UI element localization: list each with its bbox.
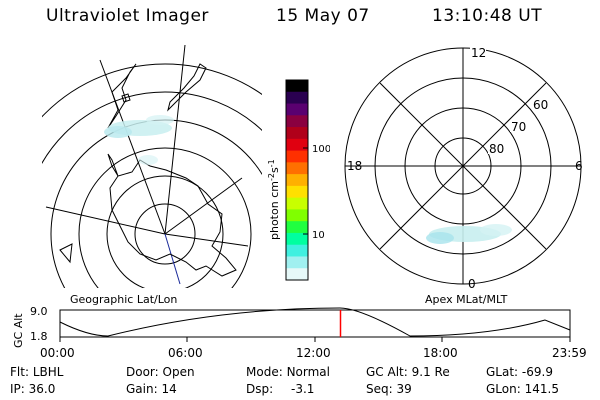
- colorbar-swatch: [286, 209, 308, 222]
- lon-line: [164, 233, 249, 247]
- glat-field: GLat: -69.9: [486, 365, 553, 379]
- dsp-field: Dsp: -3.1: [246, 382, 315, 396]
- time-label: 13:10:48 UT: [432, 6, 543, 26]
- colorbar-tick-100: 100: [312, 144, 330, 155]
- instrument-title: Ultraviolet Imager: [46, 6, 209, 26]
- colorbar-swatch: [286, 91, 308, 105]
- timeline-ymax: 9.0: [30, 305, 48, 318]
- coastline: [121, 93, 131, 103]
- colorbar-swatch: [286, 268, 308, 281]
- glon-field: GLon: 141.5: [486, 382, 559, 396]
- colorbar-swatch: [286, 138, 308, 152]
- colorbar-swatch: [286, 174, 308, 187]
- colorbar-swatch: [286, 221, 308, 234]
- timeline-tick-label: 12:00: [296, 346, 331, 360]
- geographic-caption: Geographic Lat/Lon: [70, 293, 178, 306]
- lon-line: [164, 177, 243, 235]
- colorbar-swatch: [286, 197, 308, 211]
- colorbar-swatch: [286, 162, 308, 175]
- aurora-patch: [104, 115, 174, 165]
- gcalt-field: GC Alt: 9.1 Re: [366, 365, 450, 379]
- polar-diagonal: [379, 82, 547, 250]
- lat-circle: [42, 63, 262, 118]
- mlat-80-label: 80: [489, 142, 504, 156]
- colorbar-swatch: [286, 80, 308, 93]
- mlt-0-label: 0: [468, 277, 476, 291]
- mlt-18-label: 18: [347, 159, 362, 173]
- lat-circle: [106, 175, 224, 288]
- colorbar: 100 10 photon cm-2s-1: [267, 79, 330, 281]
- apex-caption: Apex MLat/MLT: [425, 293, 508, 306]
- colorbar-frame: [285, 79, 309, 281]
- coastline: [107, 153, 119, 177]
- colorbar-swatch: [286, 244, 308, 258]
- gain-field: Gain: 14: [126, 382, 177, 396]
- antarctica-coastline: [109, 159, 237, 277]
- coastline: [167, 63, 207, 112]
- timeline-tick-label: 23:59: [552, 346, 587, 360]
- mlat-70-label: 70: [511, 120, 526, 134]
- colorbar-unit: photon cm-2s-1: [267, 159, 281, 240]
- coastline: [107, 63, 137, 129]
- flt-field: Flt: LBHL: [10, 365, 64, 379]
- ip-field: IP: 36.0: [10, 382, 56, 396]
- timeline-tick-label: 18:00: [423, 346, 458, 360]
- lon-line: [164, 44, 186, 235]
- timeline-tick-label: 06:00: [168, 346, 203, 360]
- colorbar-swatch: [286, 115, 308, 128]
- colorbar-swatches: [286, 80, 308, 281]
- colorbar-swatch: [286, 127, 308, 140]
- colorbar-swatch: [286, 232, 308, 246]
- colorbar-tick-10: 10: [312, 230, 325, 241]
- timeline-frame: [59, 309, 571, 338]
- timeline-tick-label: 00:00: [40, 346, 75, 360]
- colorbar-swatch: [286, 103, 308, 116]
- mlt-6-label: 6: [575, 159, 583, 173]
- seq-field: Seq: 39: [366, 382, 412, 396]
- lat-circle: [78, 147, 252, 288]
- colorbar-swatch: [286, 185, 308, 199]
- lon-line: [45, 206, 166, 235]
- orbit-timeline: GC Alt 9.0 1.8 00:00 06:00 12:00 18:00 2…: [12, 305, 587, 360]
- altitude-curve: [59, 307, 571, 337]
- date-label: 15 May 07: [276, 6, 370, 26]
- lon-line: [99, 59, 166, 235]
- lat-circle: [42, 91, 262, 165]
- mlt-12-label: 12: [471, 46, 486, 60]
- door-field: Door: Open: [126, 365, 195, 379]
- timeline-ylabel: GC Alt: [12, 313, 25, 348]
- colorbar-swatch: [286, 150, 308, 163]
- mode-field: Mode: Normal: [246, 365, 330, 379]
- aurora-oval: [426, 224, 512, 244]
- sun-meridian: [164, 233, 181, 285]
- colorbar-swatch: [286, 256, 308, 269]
- lat-circle: [134, 203, 196, 265]
- mlat-60-label: 60: [533, 98, 548, 112]
- timeline-ymin: 1.8: [30, 330, 48, 343]
- coastline: [59, 243, 73, 264]
